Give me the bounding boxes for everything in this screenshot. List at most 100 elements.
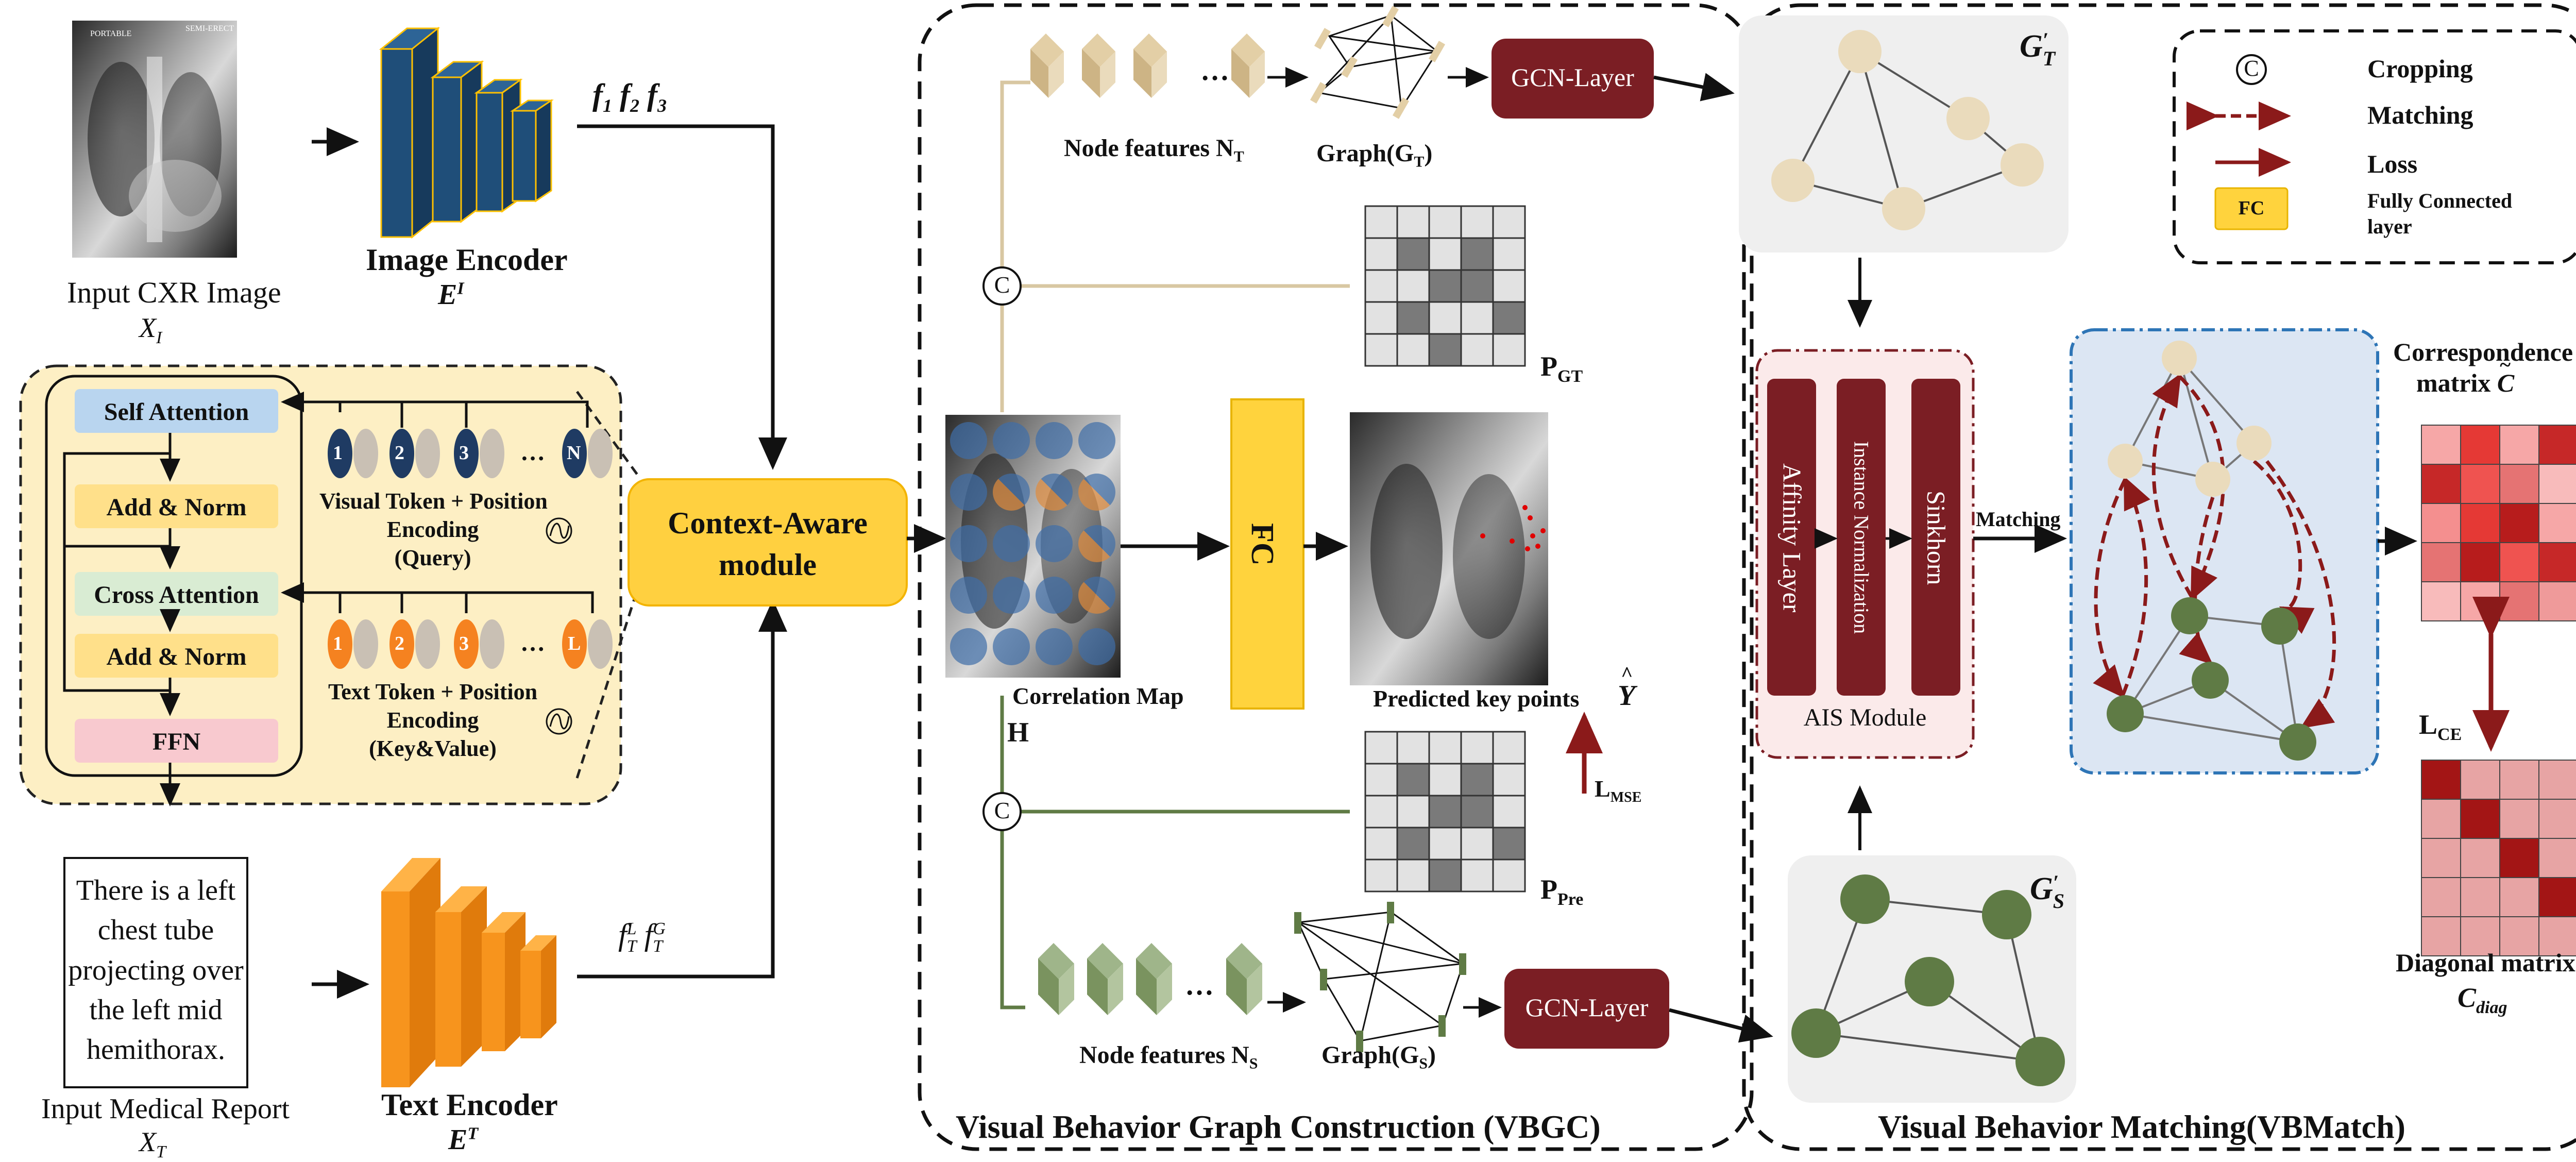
grid-cell — [1428, 205, 1462, 239]
diag-cell — [2499, 838, 2539, 878]
text-token-2: 2 — [395, 633, 404, 654]
ppre-label: PPre — [1540, 874, 1584, 909]
correlation-token — [1078, 422, 1115, 459]
visual-tokens — [328, 429, 613, 478]
gt-graph-label: G ′ T — [2020, 28, 2056, 70]
diagonal-matrix — [2421, 760, 2576, 956]
correlation-token — [950, 422, 987, 459]
text-token-caption: Text Token + Position Encoding (Key&Valu… — [328, 679, 538, 761]
text-token-1: 1 — [333, 633, 343, 654]
diag-cell — [2421, 838, 2461, 878]
correspondence-label-2: matrix ~ C — [2416, 353, 2515, 397]
visual-token-caption: Visual Token + Position Encoding (Query) — [319, 489, 548, 570]
grid-cell — [1428, 301, 1462, 335]
arrow-gcn-s-to-graph — [1669, 1008, 1773, 1043]
block-add-norm-1 — [75, 484, 278, 528]
diag-cell — [2460, 916, 2500, 956]
report-text: There is a left chest tube projecting ov… — [68, 874, 244, 1066]
grid-cell — [1460, 731, 1494, 765]
predicted-symbol: ^ Y — [1618, 662, 1636, 712]
crop-symbol-pre: C — [994, 797, 1010, 823]
grid-cell — [1396, 237, 1430, 271]
crop-symbol-gt: C — [994, 272, 1010, 298]
legend-fc-swatch — [2214, 187, 2289, 230]
crop-icon-pre — [982, 792, 1022, 831]
diag-cell — [2499, 760, 2539, 800]
block-self-attention — [75, 389, 278, 433]
corr-cell — [2538, 503, 2576, 543]
text-token-3: 3 — [459, 633, 469, 654]
crop-lines-gt — [1000, 80, 1350, 412]
legend-fc-tag: FC — [2238, 197, 2265, 219]
grid-cell — [1364, 858, 1398, 892]
corr-cell — [2499, 425, 2539, 465]
input-report-box — [63, 857, 248, 1088]
predicted-label: Predicted key points — [1373, 685, 1580, 712]
vbgc-title: Visual Behavior Graph Construction (VBGC… — [956, 1108, 1601, 1145]
diag-cell — [2421, 877, 2461, 917]
corr-cell — [2499, 542, 2539, 582]
diag-cell — [2538, 760, 2576, 800]
grid-cell — [1396, 731, 1430, 765]
grid-cell — [1396, 333, 1430, 367]
grid-cell — [1364, 301, 1398, 335]
correlation-token — [993, 474, 1030, 511]
correlation-token — [1036, 628, 1073, 665]
predicted-keypoints-image — [1350, 412, 1548, 685]
nt-ellipsis: … — [1200, 55, 1229, 87]
graph-gt-box — [1739, 15, 2069, 252]
diag-cell — [2499, 799, 2539, 839]
gcn-top-label: GCN-Layer — [1511, 63, 1634, 92]
legend-crop-icon — [2236, 54, 2267, 85]
diag-cell — [2538, 838, 2576, 878]
report-var: XT — [139, 1126, 166, 1161]
context-aware-module — [628, 478, 908, 607]
ais-instance-norm — [1837, 379, 1886, 696]
diag-cell — [2421, 916, 2461, 956]
corr-cell — [2460, 464, 2500, 504]
ais-label: AIS Module — [1803, 704, 1927, 731]
grid-cell — [1428, 763, 1462, 797]
matching-source-nodes — [2107, 597, 2316, 761]
node-features-s-label: Node features NS — [1079, 1041, 1258, 1072]
correlation-token — [1078, 525, 1115, 562]
corr-cell — [2460, 503, 2500, 543]
visual-token-2: 2 — [395, 442, 404, 464]
grid-cell — [1364, 333, 1398, 367]
block-add-norm-2 — [75, 634, 278, 678]
text-encoder-symbol: ET — [448, 1124, 479, 1156]
grid-cell — [1396, 827, 1430, 861]
cross-attention-label: Cross Attention — [94, 581, 259, 609]
corr-cell — [2499, 503, 2539, 543]
grid-cell — [1428, 858, 1462, 892]
ais-instance-norm-label: Instance Normalization — [1850, 441, 1873, 634]
image-encoder-label: Image Encoder — [366, 243, 568, 277]
text-tokens — [328, 619, 613, 669]
image-encoder-blocks — [379, 26, 554, 239]
graph-gs-nodes — [1294, 902, 1466, 1052]
lce-label: LCE — [2419, 709, 2462, 744]
grid-cell — [1492, 333, 1526, 367]
zoom-line-bottom — [575, 584, 640, 779]
matching-label: Matching — [1976, 508, 2061, 531]
diag-cell — [2499, 916, 2539, 956]
node-features-t-label: Node features NT — [1064, 134, 1244, 165]
corr-cell — [2460, 581, 2500, 621]
corr-cell — [2538, 425, 2576, 465]
correlation-label: Correlation Map — [1012, 683, 1184, 709]
lmse-label: LMSE — [1595, 776, 1642, 806]
grid-cell — [1428, 795, 1462, 829]
grid-cell — [1460, 795, 1494, 829]
graph-gs-nodes-full — [1791, 874, 2065, 1086]
correspondence-label: Correspondence — [2393, 338, 2573, 366]
corr-cell — [2460, 542, 2500, 582]
arrow-text-features — [577, 599, 787, 979]
grid-cell — [1492, 795, 1526, 829]
diag-cell — [2460, 838, 2500, 878]
correlation-token — [993, 422, 1030, 459]
context-aware-label: Context-Aware module — [668, 506, 868, 582]
grid-cell — [1396, 301, 1430, 335]
block-ffn — [75, 719, 278, 763]
cxr-tag-portable: PORTABLE — [90, 29, 131, 38]
